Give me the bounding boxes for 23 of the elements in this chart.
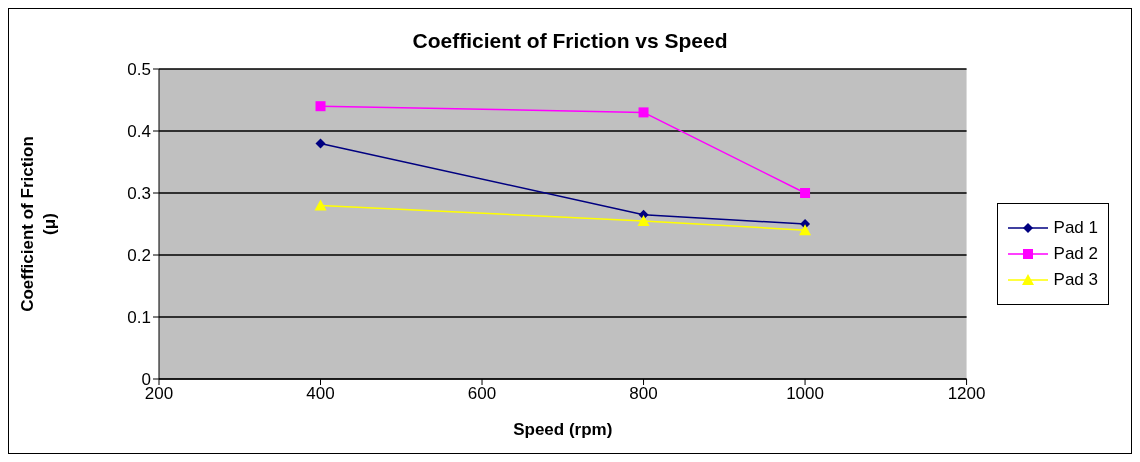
point (638, 107, 649, 118)
point (799, 224, 812, 236)
x-axis-title: Speed (rpm) (513, 420, 613, 439)
point (314, 199, 327, 211)
y-axis-title: Coefficient of Friction (μ) (18, 136, 59, 312)
legend-label: Pad 3 (1052, 270, 1098, 290)
y-tick-label: 0.2 (127, 246, 151, 266)
x-tick-label: 1000 (786, 384, 824, 404)
y-tick-label: 0.4 (127, 122, 151, 142)
y-tick-label: 0.3 (127, 184, 151, 204)
x-tick-label: 800 (629, 384, 658, 404)
x-tick-label: 400 (306, 384, 335, 404)
x-tick-label: 1200 (947, 384, 986, 404)
point (315, 101, 326, 112)
chart-title: Coefficient of Friction vs Speed (411, 29, 729, 54)
point (315, 138, 326, 149)
point (800, 188, 811, 198)
point (637, 214, 650, 226)
y-tick-label: 0.5 (127, 60, 151, 80)
y-tick-label: 0.1 (127, 308, 151, 328)
legend-label: Pad 1 (1052, 218, 1098, 238)
x-tick-label: 600 (467, 384, 497, 404)
legend-label: Pad 2 (1052, 244, 1098, 264)
